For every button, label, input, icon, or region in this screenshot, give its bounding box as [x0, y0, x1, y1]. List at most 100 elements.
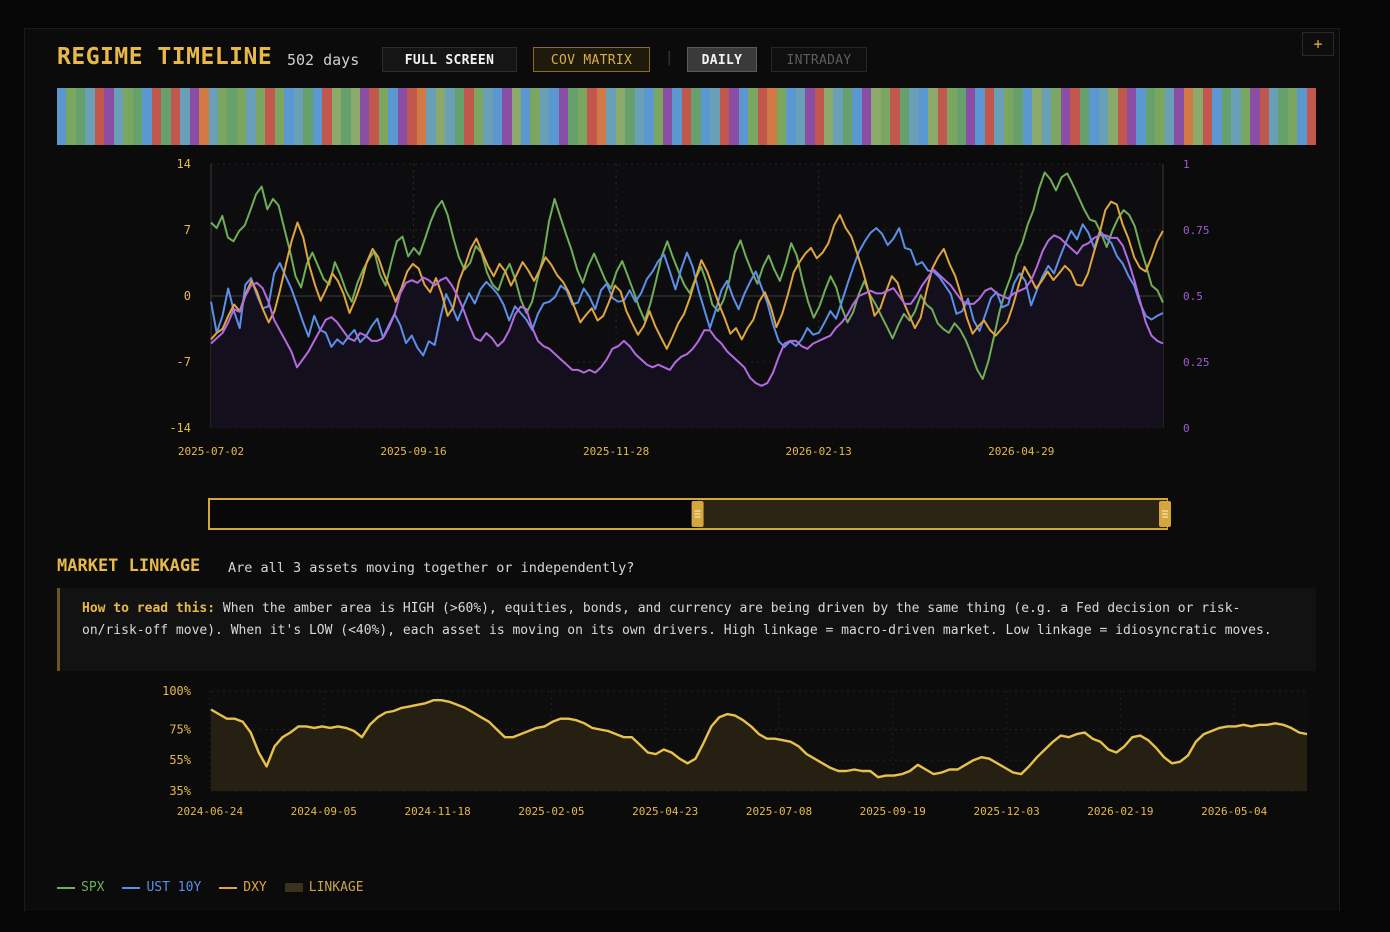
regime-segment[interactable]: [464, 88, 474, 145]
regime-strip[interactable]: [57, 88, 1317, 145]
regime-segment[interactable]: [615, 88, 626, 145]
regime-segment[interactable]: [142, 88, 152, 145]
regime-segment[interactable]: [568, 88, 578, 145]
regime-segment[interactable]: [1070, 88, 1080, 145]
regime-segment[interactable]: [776, 88, 787, 145]
legend-item-linkage[interactable]: LINKAGE: [284, 880, 364, 895]
regime-segment[interactable]: [1202, 88, 1213, 145]
regime-segment[interactable]: [94, 88, 105, 145]
legend-item-dxy[interactable]: DXY: [219, 880, 267, 895]
regime-segment[interactable]: [928, 88, 938, 145]
regime-segment[interactable]: [700, 88, 711, 145]
regime-segment[interactable]: [596, 88, 607, 145]
regime-segment[interactable]: [170, 88, 181, 145]
regime-segment[interactable]: [520, 88, 531, 145]
regime-segment[interactable]: [842, 88, 853, 145]
regime-segment[interactable]: [767, 88, 777, 145]
regime-segment[interactable]: [871, 88, 881, 145]
regime-segment[interactable]: [1221, 88, 1232, 145]
regime-segment[interactable]: [246, 88, 256, 145]
regime-segment[interactable]: [861, 88, 872, 145]
regime-segment[interactable]: [341, 88, 351, 145]
regime-segment[interactable]: [492, 88, 503, 145]
slider-selection[interactable]: [697, 500, 1167, 528]
regime-segment[interactable]: [1003, 88, 1014, 145]
regime-segment[interactable]: [587, 88, 597, 145]
regime-segment[interactable]: [378, 88, 389, 145]
add-panel-button[interactable]: +: [1302, 32, 1334, 56]
regime-segment[interactable]: [1032, 88, 1042, 145]
regime-segment[interactable]: [180, 88, 190, 145]
regime-segment[interactable]: [1022, 88, 1033, 145]
regime-segment[interactable]: [312, 88, 323, 145]
regime-segment[interactable]: [407, 88, 417, 145]
regime-segment[interactable]: [322, 88, 332, 145]
regime-segment[interactable]: [1145, 88, 1156, 145]
regime-segment[interactable]: [1060, 88, 1071, 145]
regime-segment[interactable]: [1250, 88, 1260, 145]
regime-segment[interactable]: [1306, 88, 1317, 145]
regime-segment[interactable]: [880, 88, 891, 145]
regime-segment[interactable]: [331, 88, 342, 145]
regime-segment[interactable]: [606, 88, 616, 145]
regime-segment[interactable]: [199, 88, 209, 145]
regime-segment[interactable]: [653, 88, 663, 145]
linkage-area[interactable]: [211, 700, 1307, 791]
regime-segment[interactable]: [738, 88, 749, 145]
regime-segment[interactable]: [691, 88, 701, 145]
regime-segment[interactable]: [1240, 88, 1251, 145]
series-line-ust-10y[interactable]: [210, 223, 1164, 357]
regime-segment[interactable]: [549, 88, 559, 145]
regime-segment[interactable]: [625, 88, 635, 145]
regime-segment[interactable]: [284, 88, 294, 145]
regime-segment[interactable]: [303, 88, 313, 145]
regime-segment[interactable]: [937, 88, 948, 145]
intraday-toggle[interactable]: INTRADAY: [771, 47, 867, 72]
linkage-chart[interactable]: 100% 75% 55% 35% 2024-06-24 2024-09-05 2024-11…: [0, 680, 1390, 830]
regime-segment[interactable]: [265, 88, 275, 145]
regime-segment[interactable]: [208, 88, 218, 145]
regime-segment[interactable]: [710, 88, 720, 145]
series-line-correlation[interactable]: [210, 234, 1164, 387]
regime-segment[interactable]: [1164, 88, 1175, 145]
regime-segment[interactable]: [1079, 88, 1090, 145]
regime-segment[interactable]: [918, 88, 929, 145]
regime-segment[interactable]: [577, 88, 588, 145]
regime-segment[interactable]: [852, 88, 862, 145]
regime-segment[interactable]: [1108, 88, 1118, 145]
regime-segment[interactable]: [369, 88, 379, 145]
regime-segment[interactable]: [786, 88, 796, 145]
regime-segment[interactable]: [274, 88, 285, 145]
regime-segment[interactable]: [123, 88, 133, 145]
regime-segment[interactable]: [1126, 88, 1137, 145]
regime-segment[interactable]: [975, 88, 985, 145]
regime-segment[interactable]: [805, 88, 815, 145]
legend-item-spx[interactable]: SPX: [57, 880, 104, 895]
regime-segment[interactable]: [539, 88, 550, 145]
regime-segment[interactable]: [189, 88, 200, 145]
regime-segment[interactable]: [104, 88, 114, 145]
regime-segment[interactable]: [1089, 88, 1099, 145]
regime-segment[interactable]: [663, 88, 673, 145]
regime-segment[interactable]: [502, 88, 512, 145]
regime-segment[interactable]: [397, 88, 408, 145]
regime-segment[interactable]: [1287, 88, 1298, 145]
regime-segment[interactable]: [1117, 88, 1127, 145]
regime-segment[interactable]: [1051, 88, 1061, 145]
regime-segment[interactable]: [644, 88, 654, 145]
regime-segment[interactable]: [217, 88, 228, 145]
regime-segment[interactable]: [1297, 88, 1307, 145]
regime-segment[interactable]: [473, 88, 484, 145]
regime-segment[interactable]: [1098, 88, 1109, 145]
regime-segment[interactable]: [75, 88, 86, 145]
regime-segment[interactable]: [729, 88, 739, 145]
regime-segment[interactable]: [823, 88, 834, 145]
regime-segment[interactable]: [1231, 88, 1241, 145]
series-line-dxy[interactable]: [210, 200, 1164, 350]
regime-segment[interactable]: [634, 88, 645, 145]
linkage-line[interactable]: [210, 699, 1308, 779]
daily-toggle[interactable]: DAILY: [687, 47, 757, 72]
regime-segment[interactable]: [293, 88, 304, 145]
regime-segment[interactable]: [388, 88, 398, 145]
regime-segment[interactable]: [1269, 88, 1279, 145]
